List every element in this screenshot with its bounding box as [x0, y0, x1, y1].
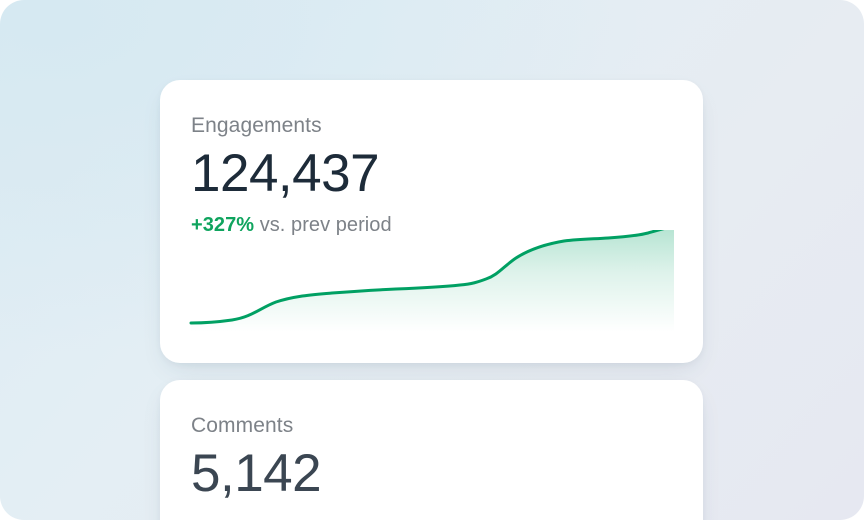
sparkline-svg: [189, 230, 674, 332]
metric-card-engagements[interactable]: Engagements 124,437 +327% vs. prev perio…: [160, 80, 703, 363]
metric-card-comments[interactable]: Comments 5,142: [160, 380, 703, 520]
metric-value: 5,142: [191, 444, 322, 503]
metric-label: Engagements: [191, 114, 322, 137]
sparkline-area: [191, 230, 674, 332]
sparkline-line: [189, 230, 665, 325]
metric-delta: +327% vs. prev period: [191, 212, 703, 238]
metric-value: 124,437: [191, 144, 380, 203]
delta-note: vs. prev period: [259, 214, 392, 236]
card-body: Engagements 124,437 +327% vs. prev perio…: [160, 80, 703, 238]
card-body: Comments 5,142: [160, 380, 703, 505]
delta-percent: +327%: [191, 214, 255, 236]
engagements-sparkline-chart: [160, 230, 703, 363]
metric-label: Comments: [191, 414, 294, 437]
